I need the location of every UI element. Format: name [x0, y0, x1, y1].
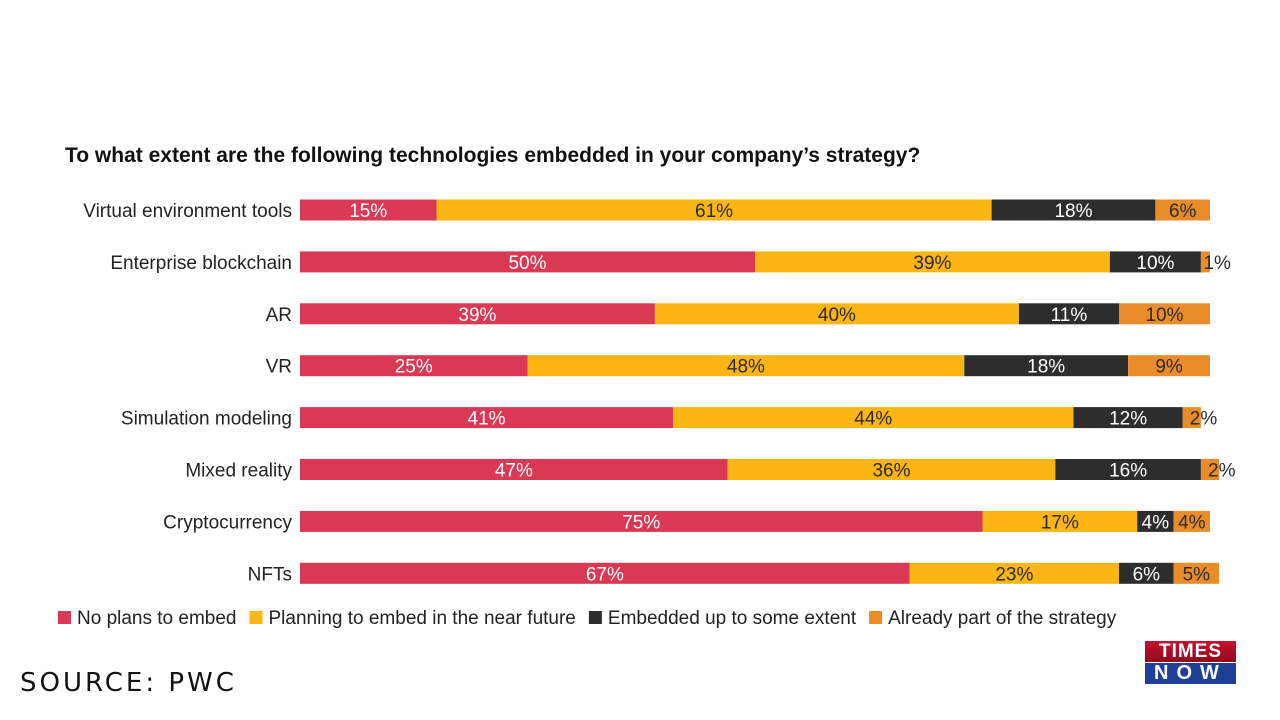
bar-segment — [300, 355, 528, 377]
bar-segment — [982, 510, 1138, 532]
bar-segment — [1182, 407, 1201, 429]
data-label: 10% — [1145, 305, 1183, 326]
data-label: 2% — [1208, 461, 1236, 482]
bar-row: Simulation modeling 41% 44% 12% 2% — [121, 407, 1217, 430]
data-label: 61% — [695, 201, 733, 222]
bar-segment — [1119, 562, 1174, 584]
category-label: Cryptocurrency — [163, 512, 292, 533]
data-label: 1% — [1203, 253, 1231, 274]
data-label: 36% — [872, 461, 910, 482]
legend-label: No plans to embed — [77, 608, 237, 629]
category-label: Enterprise blockchain — [110, 253, 292, 274]
logo-bottom: NOW — [1145, 662, 1236, 684]
times-now-logo: TIMES NOW — [1145, 641, 1236, 684]
legend-swatch — [588, 611, 602, 624]
category-label: Virtual environment tools — [83, 201, 292, 222]
data-label: 18% — [1027, 357, 1065, 378]
data-label: 75% — [622, 512, 660, 533]
data-label: 9% — [1155, 357, 1183, 378]
bar-row: VR 25% 48% 18% 9% — [266, 355, 1210, 378]
bar-segment — [1055, 459, 1201, 480]
data-label: 67% — [586, 564, 624, 585]
data-label: 48% — [727, 357, 765, 378]
data-label: 23% — [995, 564, 1033, 585]
data-label: 6% — [1169, 201, 1197, 222]
legend-swatch — [58, 611, 71, 624]
bar-segment — [300, 251, 755, 273]
stacked-bar-chart: To what extent are the following technol… — [58, 144, 1236, 629]
data-label: 50% — [508, 253, 546, 274]
data-label: 25% — [395, 357, 433, 378]
bar-segment — [1109, 251, 1201, 273]
data-label: 47% — [495, 461, 533, 482]
data-label: 41% — [468, 409, 506, 430]
bar-segment — [909, 562, 1119, 584]
bar-row: Cryptocurrency 75% 17% 4% 4% — [163, 510, 1210, 533]
data-label: 10% — [1136, 253, 1174, 274]
bar-segment — [654, 303, 1019, 325]
bar-segment — [300, 562, 910, 584]
category-label: AR — [266, 305, 292, 326]
data-label: 39% — [458, 305, 496, 326]
bar-segment — [991, 199, 1156, 221]
data-label: 39% — [913, 253, 951, 274]
data-label: 11% — [1051, 305, 1088, 326]
bar-segment — [300, 459, 728, 480]
data-label: 12% — [1109, 409, 1147, 430]
category-label: NFTs — [248, 564, 292, 585]
bar-segment — [1128, 355, 1210, 377]
bar-row: Enterprise blockchain 50% 39% 10% 1% — [110, 251, 1231, 274]
bar-segment — [964, 355, 1129, 377]
bar-segment — [300, 510, 983, 532]
bar-row: Mixed reality 47% 36% 16% 2% — [185, 459, 1236, 482]
bar-segment — [300, 199, 437, 221]
data-label: 16% — [1109, 461, 1147, 482]
bar-segment — [1119, 303, 1210, 325]
data-label: 4% — [1178, 512, 1206, 533]
bar-row: AR 39% 40% 11% 10% — [266, 303, 1210, 326]
bar-segment — [1173, 562, 1220, 584]
category-label: Simulation modeling — [121, 409, 292, 430]
data-label: 44% — [854, 409, 892, 430]
bar-segment — [1200, 459, 1220, 480]
data-label: 4% — [1142, 512, 1170, 533]
bar-segment — [1155, 199, 1210, 221]
legend-label: Planning to embed in the near future — [269, 608, 576, 629]
legend-swatch — [869, 611, 883, 624]
bar-segment — [727, 459, 1056, 480]
legend-label: Already part of the strategy — [888, 608, 1117, 629]
data-label: 17% — [1041, 512, 1079, 533]
data-label: 18% — [1054, 201, 1092, 222]
bar-segment — [436, 199, 992, 221]
data-label: 5% — [1183, 564, 1211, 585]
bar-segment — [673, 407, 1074, 429]
bar-segment — [527, 355, 965, 377]
category-label: Mixed reality — [185, 461, 292, 482]
data-label: 15% — [349, 201, 387, 222]
legend-swatch — [249, 611, 263, 624]
bar-segment — [1200, 251, 1210, 273]
bar-row: NFTs 67% 23% 6% 5% — [248, 562, 1220, 585]
logo-top: TIMES — [1145, 641, 1236, 662]
source-caption: SOURCE: PWC — [20, 668, 237, 698]
legend: No plans to embed Planning to embed in th… — [58, 608, 1117, 629]
bar-segment — [1137, 510, 1174, 532]
category-label: VR — [266, 357, 292, 378]
bar-segment — [1073, 407, 1183, 429]
bar-segment — [1018, 303, 1119, 325]
data-label: 6% — [1133, 564, 1161, 585]
bar-row: Virtual environment tools 15% 61% 18% 6% — [83, 199, 1210, 222]
legend-label: Embedded up to some extent — [608, 608, 857, 629]
chart-title: To what extent are the following technol… — [65, 144, 920, 167]
data-label: 40% — [818, 305, 856, 326]
bar-segment — [300, 303, 655, 325]
bar-segment — [1173, 510, 1210, 532]
data-label: 2% — [1190, 409, 1218, 430]
bar-segment — [300, 407, 674, 429]
bar-segment — [755, 251, 1110, 273]
